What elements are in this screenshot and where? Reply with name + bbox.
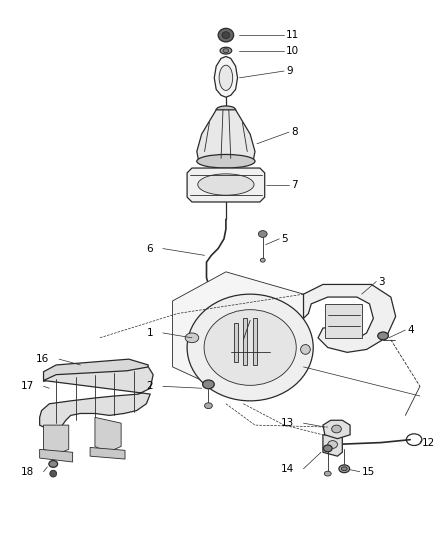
- Polygon shape: [95, 417, 121, 453]
- Text: 18: 18: [21, 467, 34, 477]
- Ellipse shape: [341, 467, 347, 471]
- Ellipse shape: [198, 174, 254, 195]
- Text: 6: 6: [147, 244, 153, 254]
- Ellipse shape: [258, 231, 267, 237]
- Text: 12: 12: [422, 438, 435, 448]
- Polygon shape: [233, 323, 237, 362]
- Ellipse shape: [378, 332, 389, 340]
- Text: 17: 17: [21, 381, 34, 391]
- Polygon shape: [214, 56, 237, 97]
- Ellipse shape: [219, 65, 233, 91]
- Ellipse shape: [220, 47, 232, 54]
- Polygon shape: [197, 110, 255, 161]
- Ellipse shape: [185, 333, 199, 343]
- Text: 9: 9: [286, 66, 293, 76]
- Ellipse shape: [260, 259, 265, 262]
- Ellipse shape: [339, 465, 350, 473]
- Ellipse shape: [223, 49, 229, 53]
- Polygon shape: [40, 367, 153, 430]
- Ellipse shape: [205, 403, 212, 409]
- Ellipse shape: [49, 461, 57, 467]
- Ellipse shape: [216, 106, 236, 114]
- Polygon shape: [43, 359, 148, 382]
- Text: 16: 16: [36, 354, 49, 364]
- Ellipse shape: [50, 470, 57, 477]
- Ellipse shape: [197, 155, 255, 168]
- Ellipse shape: [332, 425, 341, 433]
- Polygon shape: [244, 318, 247, 365]
- Ellipse shape: [222, 32, 230, 38]
- Polygon shape: [323, 435, 343, 456]
- Text: 15: 15: [362, 467, 375, 477]
- Polygon shape: [325, 304, 362, 338]
- Polygon shape: [90, 447, 125, 459]
- Ellipse shape: [203, 380, 214, 389]
- Polygon shape: [323, 420, 350, 439]
- Text: 10: 10: [286, 46, 299, 55]
- Text: 7: 7: [291, 180, 297, 190]
- Polygon shape: [253, 318, 257, 365]
- Text: 11: 11: [286, 30, 299, 40]
- Text: 4: 4: [407, 325, 414, 335]
- Polygon shape: [43, 425, 69, 454]
- Ellipse shape: [323, 445, 332, 452]
- Text: 14: 14: [281, 464, 294, 474]
- Ellipse shape: [201, 292, 215, 300]
- Ellipse shape: [328, 441, 337, 448]
- Ellipse shape: [218, 28, 233, 42]
- Text: 5: 5: [281, 234, 288, 244]
- Ellipse shape: [325, 471, 331, 476]
- Ellipse shape: [204, 310, 296, 385]
- Text: 3: 3: [378, 277, 385, 287]
- Text: 8: 8: [291, 127, 297, 137]
- Text: 13: 13: [281, 418, 294, 428]
- Polygon shape: [187, 168, 265, 202]
- Polygon shape: [173, 272, 304, 396]
- Text: 2: 2: [147, 381, 153, 391]
- Ellipse shape: [187, 294, 313, 401]
- Ellipse shape: [300, 345, 310, 354]
- Text: 1: 1: [147, 328, 153, 338]
- Polygon shape: [40, 449, 73, 462]
- Polygon shape: [304, 285, 396, 352]
